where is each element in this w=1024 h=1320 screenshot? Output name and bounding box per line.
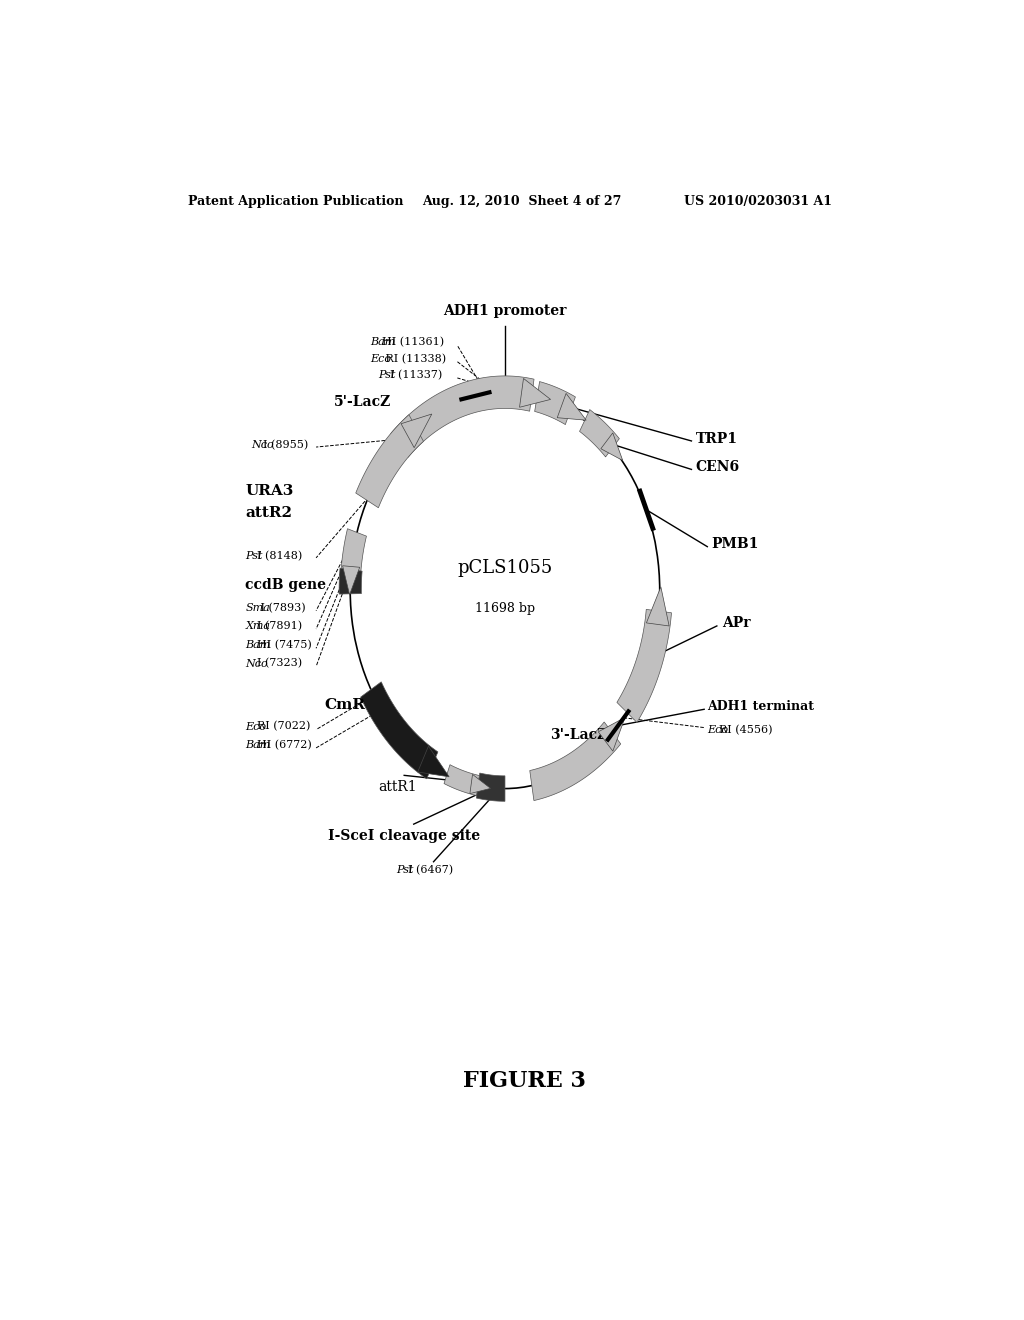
Polygon shape	[616, 610, 672, 722]
Text: Nco: Nco	[251, 440, 273, 450]
Polygon shape	[401, 414, 432, 447]
Text: Eco: Eco	[708, 725, 728, 735]
Text: Pst: Pst	[396, 865, 414, 875]
Text: I (7323): I (7323)	[257, 659, 302, 669]
Text: I (8148): I (8148)	[257, 550, 302, 561]
Polygon shape	[391, 376, 535, 457]
Text: I-SceI cleavage site: I-SceI cleavage site	[328, 829, 480, 843]
Text: APr: APr	[722, 616, 751, 630]
Polygon shape	[580, 409, 620, 457]
Text: attR2: attR2	[246, 506, 293, 520]
Polygon shape	[529, 722, 621, 800]
Polygon shape	[360, 682, 438, 779]
Polygon shape	[339, 568, 362, 594]
Text: Patent Application Publication: Patent Application Publication	[187, 194, 403, 207]
Polygon shape	[476, 774, 505, 801]
Text: Eco: Eco	[370, 354, 391, 363]
Text: RI (7022): RI (7022)	[257, 722, 310, 731]
Text: RI (11338): RI (11338)	[382, 354, 446, 364]
Text: attR1: attR1	[379, 780, 417, 795]
Text: PMB1: PMB1	[712, 537, 759, 550]
Text: 11698 bp: 11698 bp	[475, 602, 535, 615]
Polygon shape	[646, 587, 669, 626]
Text: I (11337): I (11337)	[390, 370, 442, 380]
Text: Pst: Pst	[378, 370, 395, 380]
Text: CEN6: CEN6	[695, 461, 739, 474]
Text: ADH1 terminat: ADH1 terminat	[708, 700, 814, 713]
Polygon shape	[601, 433, 623, 461]
Text: Eco: Eco	[246, 722, 266, 731]
Polygon shape	[341, 529, 367, 577]
Text: Bam: Bam	[246, 640, 270, 651]
Text: URA3: URA3	[246, 483, 294, 498]
Text: Aug. 12, 2010  Sheet 4 of 27: Aug. 12, 2010 Sheet 4 of 27	[422, 194, 621, 207]
Text: Sma: Sma	[246, 603, 270, 612]
Text: TRP1: TRP1	[695, 432, 737, 446]
Polygon shape	[535, 381, 575, 425]
Polygon shape	[519, 379, 551, 408]
Text: HI (11361): HI (11361)	[382, 337, 444, 347]
Polygon shape	[418, 746, 450, 777]
Text: Xma: Xma	[246, 620, 270, 631]
Polygon shape	[557, 393, 586, 420]
Polygon shape	[598, 717, 625, 751]
Polygon shape	[444, 764, 479, 796]
Text: HI (7475): HI (7475)	[257, 640, 312, 651]
Text: I (6467): I (6467)	[408, 865, 454, 875]
Text: HI (6772): HI (6772)	[257, 739, 312, 750]
Text: FIGURE 3: FIGURE 3	[464, 1071, 586, 1092]
Text: RI (4556): RI (4556)	[719, 725, 773, 735]
Text: Bam: Bam	[246, 741, 270, 750]
Text: Nco: Nco	[246, 659, 268, 668]
Text: I (7893): I (7893)	[257, 602, 306, 612]
Text: I (8955): I (8955)	[263, 440, 308, 450]
Text: 5'-LacZ: 5'-LacZ	[334, 395, 391, 409]
Text: ADH1 promoter: ADH1 promoter	[443, 304, 566, 318]
Polygon shape	[343, 566, 359, 595]
Polygon shape	[470, 775, 490, 793]
Polygon shape	[355, 414, 424, 508]
Text: 3'-LacZ: 3'-LacZ	[550, 727, 607, 742]
Text: I (7891): I (7891)	[257, 620, 302, 631]
Text: pCLS1055: pCLS1055	[458, 558, 553, 577]
Text: Pst: Pst	[246, 550, 263, 561]
Text: Bam: Bam	[370, 338, 395, 347]
Text: CmR: CmR	[325, 698, 366, 713]
Text: ccdB gene: ccdB gene	[246, 578, 327, 593]
Text: US 2010/0203031 A1: US 2010/0203031 A1	[684, 194, 831, 207]
